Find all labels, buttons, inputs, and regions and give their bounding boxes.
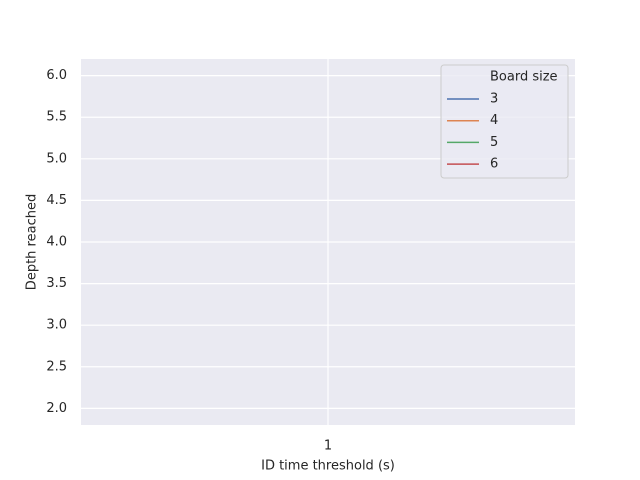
- y-tick-label: 4.0: [46, 235, 67, 250]
- legend-title: Board size: [490, 70, 558, 85]
- x-axis-label: ID time threshold (s): [261, 459, 395, 474]
- legend-label: 5: [490, 135, 498, 150]
- y-tick-label: 3.5: [46, 276, 67, 291]
- legend-label: 6: [490, 157, 498, 172]
- y-tick-label: 3.0: [46, 318, 67, 333]
- y-tick-label: 6.0: [46, 68, 67, 83]
- x-tick-label: 1: [324, 439, 332, 454]
- y-axis-label: Depth reached: [25, 194, 40, 290]
- y-tick-label: 2.0: [46, 401, 67, 416]
- legend-box: [440, 64, 569, 179]
- y-tick-label: 4.5: [46, 193, 67, 208]
- y-tick-label: 5.5: [46, 110, 67, 125]
- y-tick-label: 2.5: [46, 359, 67, 374]
- legend-label: 4: [490, 113, 498, 128]
- y-tick-label: 5.0: [46, 151, 67, 166]
- legend-label: 3: [490, 92, 498, 107]
